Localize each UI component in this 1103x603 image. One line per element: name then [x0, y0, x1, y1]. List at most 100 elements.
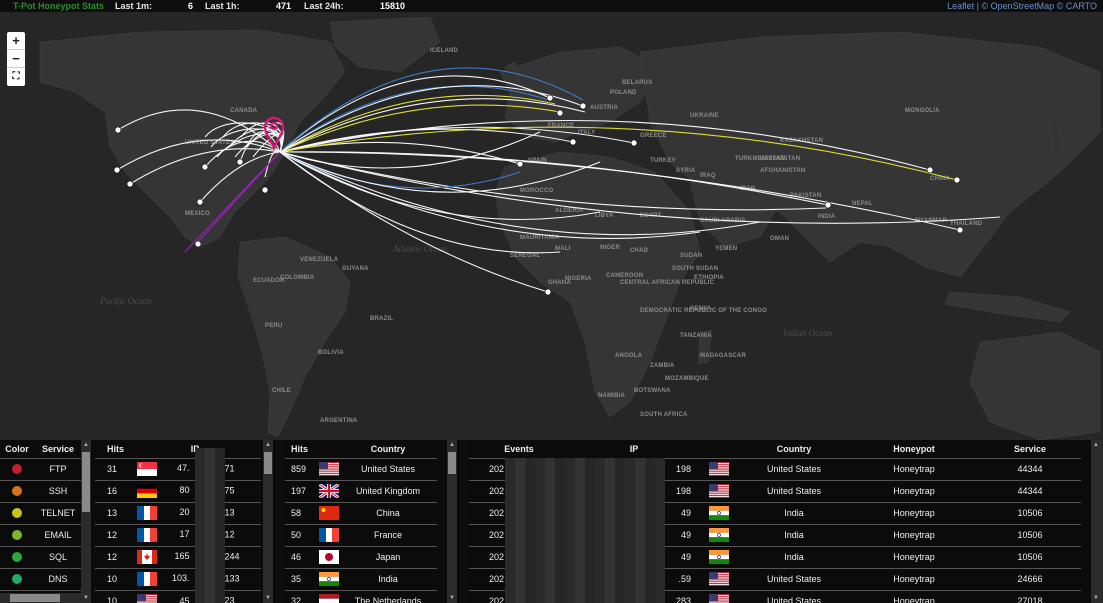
- attack-source-dot[interactable]: [544, 288, 552, 296]
- fr-flag-icon: [319, 528, 339, 542]
- country-label: LIBYA: [595, 213, 614, 219]
- country-hits: 35: [285, 567, 319, 590]
- attack-source-dot[interactable]: [953, 176, 961, 184]
- us-flag-icon: [709, 462, 729, 476]
- ip-part-b: 13: [224, 507, 235, 518]
- attack-arc: [279, 104, 561, 153]
- country-label: TANZANIA: [680, 333, 712, 339]
- ip-part-a: 165: [174, 551, 190, 562]
- madagascar: [697, 329, 713, 365]
- attack-source-dot[interactable]: [926, 166, 934, 174]
- honeypot-marker-icon[interactable]: [263, 116, 285, 152]
- service-row: SQL: [0, 545, 82, 568]
- event-country: United States: [739, 457, 849, 480]
- col-honeypot: Honeypot: [893, 443, 935, 454]
- country-label: OMAN: [770, 236, 789, 242]
- country-label: CAMEROON: [606, 273, 643, 279]
- ip-row: 10 45 23: [95, 589, 261, 603]
- country-label: YEMEN: [715, 246, 737, 252]
- country-label: MOZAMBIQUE: [665, 376, 709, 382]
- last-1h-label: Last 1h:: [205, 1, 240, 11]
- country-label: COLOMBIA: [280, 275, 315, 281]
- attack-source-dot[interactable]: [516, 160, 524, 168]
- attack-source-dot[interactable]: [126, 180, 134, 188]
- attack-map[interactable]: Pacific Ocean Atlantic Ocean Indian Ocea…: [0, 12, 1103, 440]
- country-hits: 46: [285, 545, 319, 568]
- country-label: SENEGAL: [510, 253, 541, 259]
- services-scrollbar[interactable]: ▲ ▼: [81, 440, 91, 603]
- map-attribution[interactable]: Leaflet | © OpenStreetMap © CARTO: [947, 1, 1097, 11]
- col-ip: IP: [629, 443, 639, 454]
- attack-sources[interactable]: [113, 94, 964, 296]
- stats-panels: Color Service FTP SSH TELNET EMAIL SQL D…: [0, 440, 1103, 603]
- attack-source-dot[interactable]: [956, 226, 964, 234]
- service-row: TELNET: [0, 501, 82, 524]
- ip-part-a: 103.: [171, 573, 190, 584]
- attack-source-dot[interactable]: [194, 240, 202, 248]
- attack-arc: [199, 151, 281, 203]
- us-flag-icon: [137, 594, 157, 603]
- country-label: TURKEY: [650, 158, 676, 164]
- country-label: PERU: [265, 323, 282, 329]
- attack-source-dot[interactable]: [196, 198, 204, 206]
- services-hscroll[interactable]: [0, 593, 81, 603]
- redacted-ip-mask: [195, 448, 225, 603]
- us-flag-icon: [709, 594, 729, 603]
- attack-source-dot[interactable]: [114, 126, 122, 134]
- attack-arc: [279, 85, 549, 153]
- attack-source-dot[interactable]: [546, 94, 554, 102]
- attack-arc: [129, 148, 281, 185]
- ocean-label-indian: Indian Ocean: [782, 328, 833, 338]
- country-label: SPAIN: [528, 158, 547, 164]
- attack-arc: [279, 98, 586, 153]
- jp-flag-icon: [319, 550, 339, 564]
- service-name: SQL: [34, 545, 82, 568]
- service-color-icon: [12, 508, 22, 519]
- events-scrollbar[interactable]: ▲ ▼: [1091, 440, 1103, 603]
- attack-source-dot[interactable]: [630, 139, 638, 147]
- ips-scrollbar[interactable]: ▲ ▼: [263, 440, 273, 603]
- country-row: 859 United States: [285, 457, 437, 480]
- attack-arc: [279, 119, 931, 171]
- attack-source-dot[interactable]: [236, 158, 244, 166]
- service-name: TELNET: [34, 501, 82, 524]
- zoom-out-button[interactable]: −: [7, 50, 25, 68]
- map-canvas[interactable]: Pacific Ocean Atlantic Ocean Indian Ocea…: [0, 12, 1103, 440]
- attack-source-dot[interactable]: [261, 186, 269, 194]
- ip-row: 10 103. 133: [95, 567, 261, 590]
- countries-scrollbar[interactable]: ▲ ▼: [447, 440, 457, 603]
- country-label: MADAGASCAR: [700, 353, 746, 359]
- ip-hits: 12: [95, 545, 129, 568]
- attack-source-dot[interactable]: [113, 166, 121, 174]
- ip-part-a: 20: [179, 507, 190, 518]
- attack-arc: [197, 151, 281, 243]
- attack-arc: [279, 94, 556, 153]
- event-service: 10506: [979, 545, 1081, 568]
- country-hits: 50: [285, 523, 319, 546]
- country-label: ICELAND: [430, 48, 459, 54]
- attack-source-dot[interactable]: [569, 138, 577, 146]
- attack-arc: [279, 126, 958, 181]
- attack-source-dot[interactable]: [824, 201, 832, 209]
- attack-source-dot[interactable]: [579, 102, 587, 110]
- country-hits: 58: [285, 501, 319, 524]
- event-honeypot: Honeytrap: [849, 545, 979, 568]
- attack-arc: [279, 151, 601, 221]
- event-honeypot: Honeytrap: [849, 457, 979, 480]
- ip-hits: 10: [95, 589, 129, 603]
- ip-part-b: 133: [224, 573, 240, 584]
- col-color: Color: [5, 443, 29, 454]
- attack-arc: [264, 150, 281, 178]
- country-row: 58 China: [285, 501, 437, 524]
- attack-source-dot[interactable]: [201, 163, 209, 171]
- zoom-in-button[interactable]: +: [7, 32, 25, 50]
- country-label: BOTSWANA: [634, 388, 671, 394]
- fullscreen-button[interactable]: ⛶: [12, 71, 20, 82]
- us-flag-icon: [709, 572, 729, 586]
- event-service: 10506: [979, 523, 1081, 546]
- ip-hits: 13: [95, 501, 129, 524]
- ip-row: 13 20 13: [95, 501, 261, 524]
- ip-part-a: 45: [179, 595, 190, 603]
- attack-source-dot[interactable]: [556, 109, 564, 117]
- service-color-icon: [12, 464, 22, 475]
